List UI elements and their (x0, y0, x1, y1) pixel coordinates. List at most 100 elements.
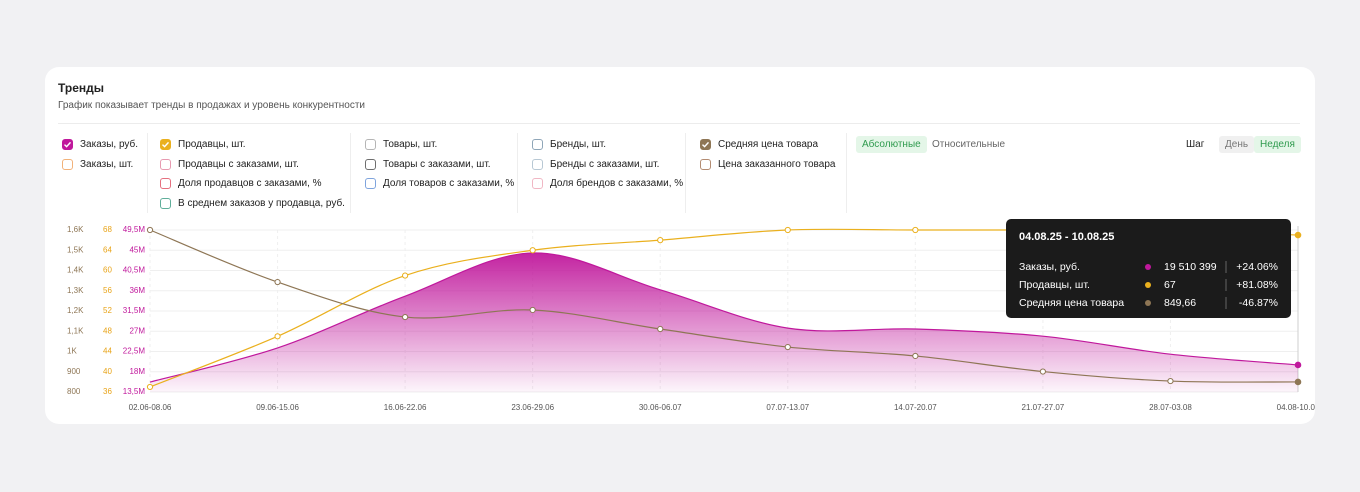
y-tick-label: 45M (129, 245, 145, 254)
metric-checkbox[interactable]: Заказы, руб. (62, 139, 138, 150)
point (784, 226, 791, 234)
checkbox-box[interactable] (62, 158, 73, 170)
tooltip-change: +24.06% (1236, 261, 1278, 273)
metric-checkbox[interactable]: В среднем заказов у продавца, руб. (160, 198, 345, 210)
card-subtitle: График показывает тренды в продажах и ур… (58, 100, 366, 111)
y-tick-label: 60 (103, 266, 112, 275)
y-tick-label: 36 (103, 387, 112, 396)
check-icon (702, 141, 710, 148)
metric-checkbox[interactable]: Средняя цена товара (700, 139, 818, 150)
tooltip-title: 04.08.25 - 10.08.25 (1019, 231, 1114, 243)
tooltip-value: 19 510 399 (1164, 261, 1217, 273)
metric-checkbox[interactable]: Товары с заказами, шт. (365, 158, 491, 170)
point (1167, 377, 1174, 385)
checkbox-label: Бренды, шт. (550, 139, 607, 150)
column-separator (350, 133, 351, 213)
y-tick-label: 36M (129, 286, 145, 295)
hover-point (1294, 231, 1302, 239)
y-tick-label: 18M (129, 367, 145, 376)
checkbox-box[interactable] (532, 158, 543, 170)
checkbox-box[interactable] (532, 178, 543, 190)
checkbox-label: Средняя цена товара (718, 139, 819, 150)
y-tick-label: 48 (103, 326, 112, 335)
area-fill (150, 252, 1298, 392)
metric-checkbox[interactable]: Бренды, шт. (532, 139, 606, 150)
point (529, 247, 536, 254)
tooltip-dot (1145, 282, 1151, 288)
y-tick-label: 13,5M (123, 387, 146, 396)
checkbox-box[interactable] (365, 178, 376, 190)
checkbox-box[interactable] (160, 178, 171, 190)
y-tick-label: 52 (103, 306, 112, 315)
y-tick-label: 1K (67, 347, 77, 356)
point (784, 343, 791, 351)
y-tick-label: 68 (103, 225, 112, 234)
step-label: Шаг (1186, 139, 1205, 150)
metric-checkbox[interactable]: Бренды с заказами, шт. (532, 158, 660, 170)
step-toggle[interactable]: Неделя (1254, 136, 1301, 153)
x-tick-label: 14.07-20.07 (894, 403, 937, 412)
point (274, 333, 281, 340)
checkbox-label: В среднем заказов у продавца, руб. (178, 198, 345, 210)
mode-toggle[interactable]: Относительные (932, 139, 1006, 150)
point (402, 272, 409, 279)
checkbox-label: Продавцы с заказами, шт. (178, 158, 299, 170)
checkbox-box[interactable] (532, 139, 543, 150)
point (912, 352, 919, 360)
checkbox-label: Бренды с заказами, шт. (550, 158, 660, 170)
checkbox-box[interactable] (160, 198, 171, 210)
checkbox-box[interactable] (62, 139, 73, 150)
x-tick-label: 21.07-27.07 (1022, 403, 1065, 412)
metric-checkbox[interactable]: Доля товаров с заказами, % (365, 178, 515, 190)
point (146, 226, 154, 234)
y-tick-label: 40,5M (123, 266, 146, 275)
checkbox-box[interactable] (700, 158, 711, 170)
checkbox-label: Продавцы, шт. (178, 139, 246, 150)
y-tick-label: 31,5M (123, 306, 146, 315)
tooltip-value: 849,66 (1164, 297, 1196, 309)
y-tick-label: 64 (103, 245, 112, 254)
checkbox-box[interactable] (365, 139, 376, 150)
tooltip-change: +81.08% (1236, 279, 1278, 291)
metric-checkbox[interactable]: Доля брендов с заказами, % (532, 178, 684, 190)
metric-checkbox[interactable]: Товары, шт. (365, 139, 437, 150)
point (912, 226, 919, 234)
x-tick-label: 09.06-15.06 (256, 403, 299, 412)
tooltip-series-name: Средняя цена товара (1019, 297, 1124, 309)
step-toggle[interactable]: День (1219, 136, 1255, 153)
x-tick-label: 04.08-10.08 (1277, 403, 1320, 412)
y-tick-label: 1,1K (67, 326, 84, 335)
check-mark (64, 141, 72, 148)
checkbox-label: Заказы, руб. (80, 139, 139, 150)
checkbox-label: Цена заказанного товара (718, 158, 836, 170)
tooltip-change: -46.87% (1239, 297, 1278, 309)
hover-point (1294, 378, 1302, 386)
checkbox-box[interactable] (700, 139, 711, 150)
tooltip-value: 67 (1164, 279, 1176, 291)
x-tick-label: 28.07-03.08 (1149, 403, 1192, 412)
metric-checkbox[interactable]: Продавцы с заказами, шт. (160, 158, 299, 170)
checkbox-label: Товары, шт. (383, 139, 438, 150)
checkbox-label: Доля брендов с заказами, % (550, 178, 684, 190)
column-separator (685, 133, 686, 213)
tooltip-series-name: Заказы, руб. (1019, 261, 1080, 273)
y-tick-label: 27M (129, 326, 145, 335)
check-icon (64, 141, 72, 148)
point (1039, 368, 1046, 375)
checkbox-label: Доля товаров с заказами, % (383, 178, 515, 190)
tooltip: 04.08.25 - 10.08.25 Заказы, руб. 19 510 39… (1006, 219, 1291, 318)
mode-toggle[interactable]: Абсолютные (856, 136, 927, 153)
metric-checkbox[interactable]: Продавцы, шт. (160, 139, 246, 150)
metric-checkbox[interactable]: Заказы, шт. (62, 158, 134, 170)
series-line (149, 252, 1299, 383)
metric-checkbox[interactable]: Цена заказанного товара (700, 158, 836, 170)
checkbox-box[interactable] (160, 139, 171, 150)
checkbox-label: Заказы, шт. (80, 158, 134, 170)
checkbox-box[interactable] (160, 158, 171, 170)
x-tick-label: 07.07-13.07 (766, 403, 809, 412)
checkbox-box[interactable] (365, 158, 376, 170)
check-mark (702, 141, 710, 148)
metric-checkbox[interactable]: Доля продавцов с заказами, % (160, 178, 322, 190)
